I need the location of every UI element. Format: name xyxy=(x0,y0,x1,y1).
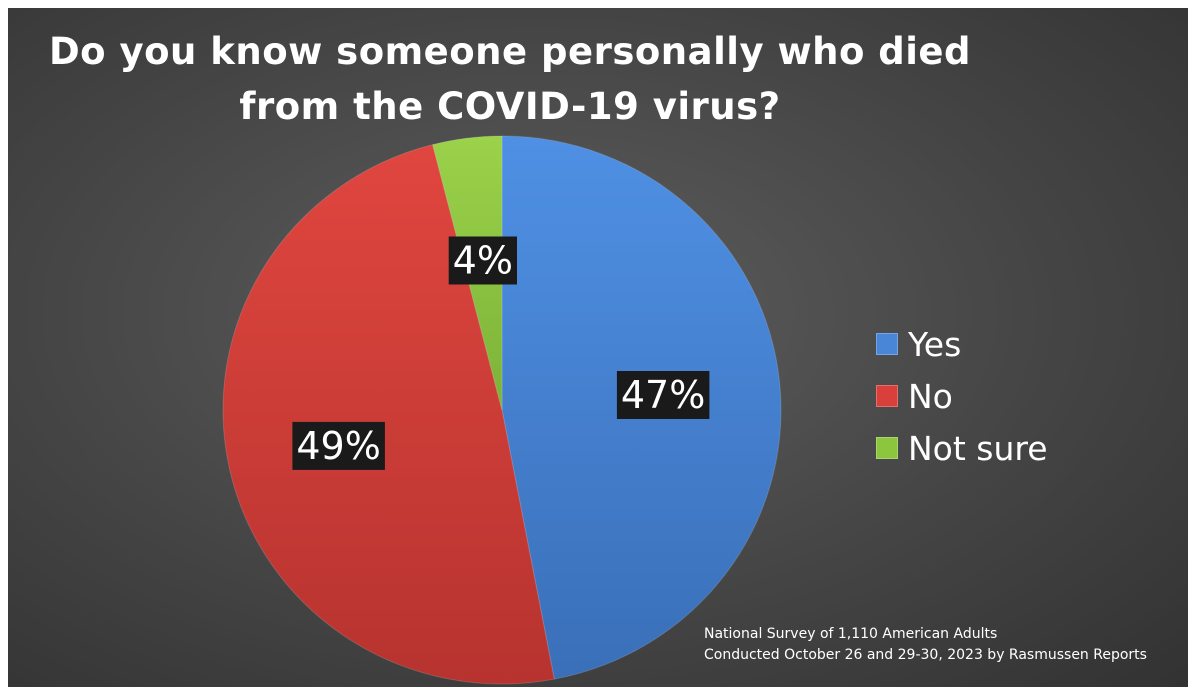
source-note: National Survey of 1,110 American Adults… xyxy=(704,624,1147,666)
legend-item-yes: Yes xyxy=(876,318,1048,370)
chart-title-line-2: from the COVID-19 virus? xyxy=(239,85,781,128)
chart-frame: Do you know someone personally who died … xyxy=(8,8,1188,687)
legend-swatch-no xyxy=(876,385,898,407)
pie-chart: 47% 49% 4% xyxy=(222,135,782,685)
data-label-box-no xyxy=(292,421,385,470)
pie-slice-no xyxy=(222,144,555,685)
legend-label-yes: Yes xyxy=(908,324,962,364)
data-label-text-yes: 47% xyxy=(621,373,705,417)
legend-swatch-not-sure xyxy=(876,437,898,459)
data-label-yes: 47% xyxy=(616,371,710,419)
data-label-no: 49% xyxy=(292,421,385,470)
legend-item-no: No xyxy=(876,370,1048,422)
source-note-line-1: National Survey of 1,110 American Adults xyxy=(704,626,998,642)
data-label-not-sure: 4% xyxy=(448,236,517,285)
legend-swatch-yes xyxy=(876,333,898,355)
chart-title-line-1: Do you know someone personally who died xyxy=(48,30,972,73)
legend: Yes No Not sure xyxy=(876,318,1048,474)
chart-title: Do you know someone personally who died … xyxy=(8,24,1012,134)
legend-label-no: No xyxy=(908,376,953,416)
data-label-text-no: 49% xyxy=(296,424,380,468)
data-label-box-yes xyxy=(616,371,710,419)
data-label-box-not-sure xyxy=(448,236,517,285)
data-label-text-not-sure: 4% xyxy=(453,239,513,283)
legend-label-not-sure: Not sure xyxy=(908,428,1048,468)
legend-item-not-sure: Not sure xyxy=(876,422,1048,474)
source-note-line-2: Conducted October 26 and 29-30, 2023 by … xyxy=(704,647,1147,663)
